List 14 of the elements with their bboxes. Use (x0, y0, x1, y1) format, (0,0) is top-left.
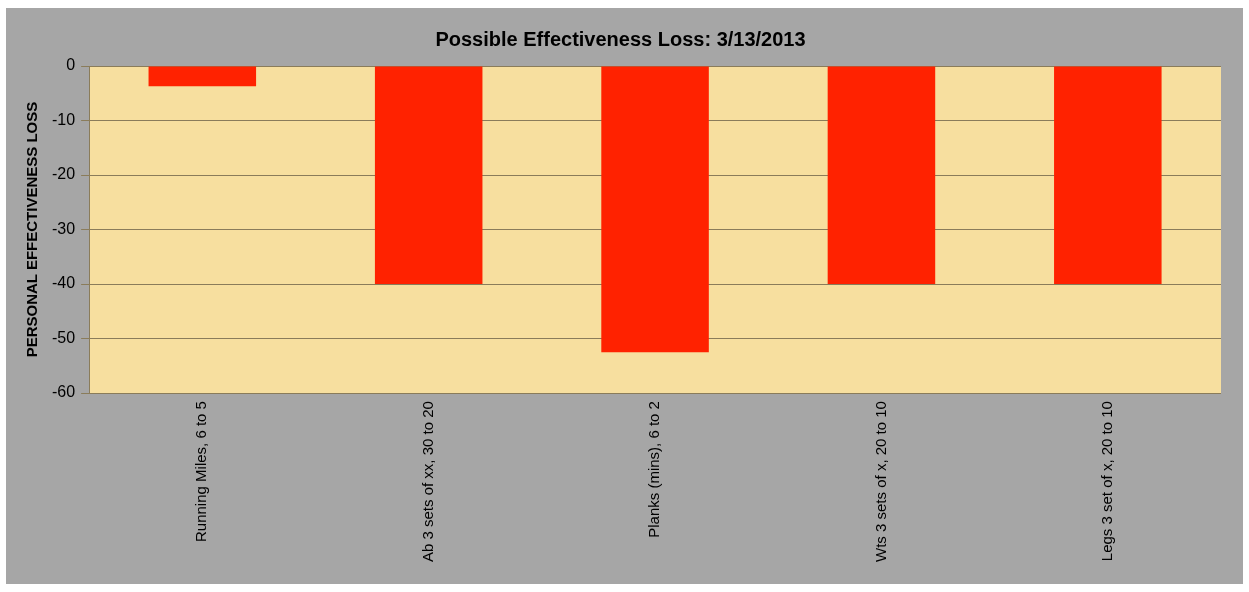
y-tick-label: -40 (52, 274, 76, 292)
y-tick-label: -10 (52, 110, 76, 128)
y-axis-title: PERSONAL EFFECTIVENESS LOSS (23, 101, 41, 358)
y-tick-label: -20 (52, 165, 76, 183)
x-tick-label: Ab 3 sets of xx, 30 to 20 (418, 401, 436, 563)
chart-title: Possible Effectiveness Loss: 3/13/2013 (435, 27, 806, 50)
y-tick-label: 0 (66, 56, 76, 74)
y-tick-label: -50 (52, 328, 76, 346)
y-tick-label: -60 (52, 383, 76, 401)
x-tick-label: Running Miles, 6 to 5 (192, 401, 210, 542)
x-tick-label: Legs 3 set of x, 20 to 10 (1097, 401, 1115, 562)
x-tick-label: Planks (mins), 6 to 2 (645, 401, 663, 538)
y-tick-label: -30 (52, 219, 76, 237)
x-tick-label: Wts 3 sets of x, 20 to 10 (871, 401, 889, 562)
